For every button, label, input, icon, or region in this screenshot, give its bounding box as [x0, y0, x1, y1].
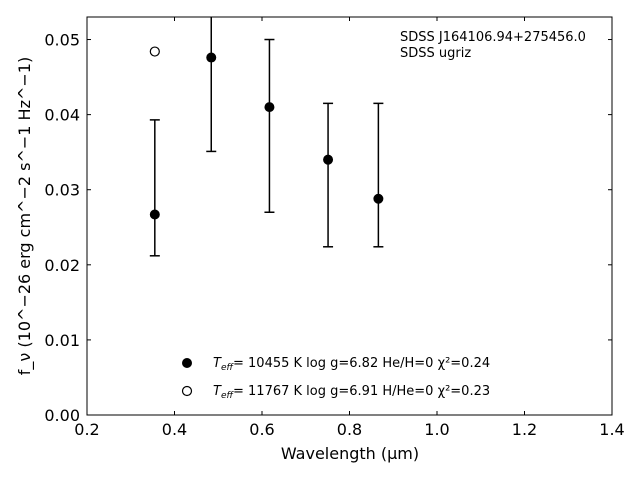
x-axis-title: Wavelength (μm) — [281, 444, 419, 463]
legend-1-teff: T — [213, 356, 222, 371]
x-tick-label: 0.4 — [162, 420, 187, 439]
data-point-filled — [323, 154, 334, 165]
data-point-filled — [264, 102, 275, 113]
data-point-filled — [206, 52, 217, 63]
y-tick-label: 0.05 — [44, 31, 80, 50]
y-tick-label: 0.00 — [44, 406, 80, 425]
annotation-filters: SDSS ugriz — [400, 46, 471, 61]
y-tick-label: 0.04 — [44, 106, 80, 125]
plot-area — [149, 17, 384, 257]
y-tick-label: 0.01 — [44, 331, 80, 350]
x-tick-label: 0.6 — [249, 420, 274, 439]
legend-1-teff-sub: eff — [221, 363, 235, 373]
x-tick-label: 0.2 — [74, 420, 99, 439]
legend-entry-2: Teff= 11767 K log g=6.91 H/He=0 χ²=0.23 — [213, 384, 490, 401]
legend-2-text: = 11767 K log g=6.91 H/He=0 χ²=0.23 — [233, 384, 490, 399]
data-point-filled — [149, 209, 160, 220]
data-point-filled — [373, 193, 384, 204]
x-tick-label: 0.8 — [337, 420, 362, 439]
data-point-open — [149, 46, 160, 57]
x-tick-label: 1.2 — [512, 420, 537, 439]
axes: 0.2 0.4 0.6 0.8 1.0 1.2 1.4 0.00 0.01 0.02 0.03 0.0… — [44, 16, 625, 439]
y-axis-title: f_ν (10^−26 erg cm^−2 s^−1 Hz^−1) — [15, 57, 35, 375]
legend-1-text: = 10455 K log g=6.82 He/H=0 χ²=0.24 — [233, 356, 490, 371]
x-tick-label: 1.0 — [424, 420, 449, 439]
y-tick-label: 0.02 — [44, 256, 80, 275]
x-tick-label: 1.4 — [599, 420, 624, 439]
legend: Teff= 10455 K log g=6.82 He/H=0 χ²=0.24 … — [181, 356, 490, 401]
y-tick-label: 0.03 — [44, 181, 80, 200]
annotation-object-name: SDSS J164106.94+275456.0 — [400, 30, 586, 45]
legend-marker-filled — [182, 358, 192, 368]
legend-2-teff: T — [213, 384, 222, 399]
legend-marker-open — [181, 385, 193, 397]
legend-entry-1: Teff= 10455 K log g=6.82 He/H=0 χ²=0.24 — [213, 356, 490, 373]
legend-2-teff-sub: eff — [221, 391, 235, 401]
